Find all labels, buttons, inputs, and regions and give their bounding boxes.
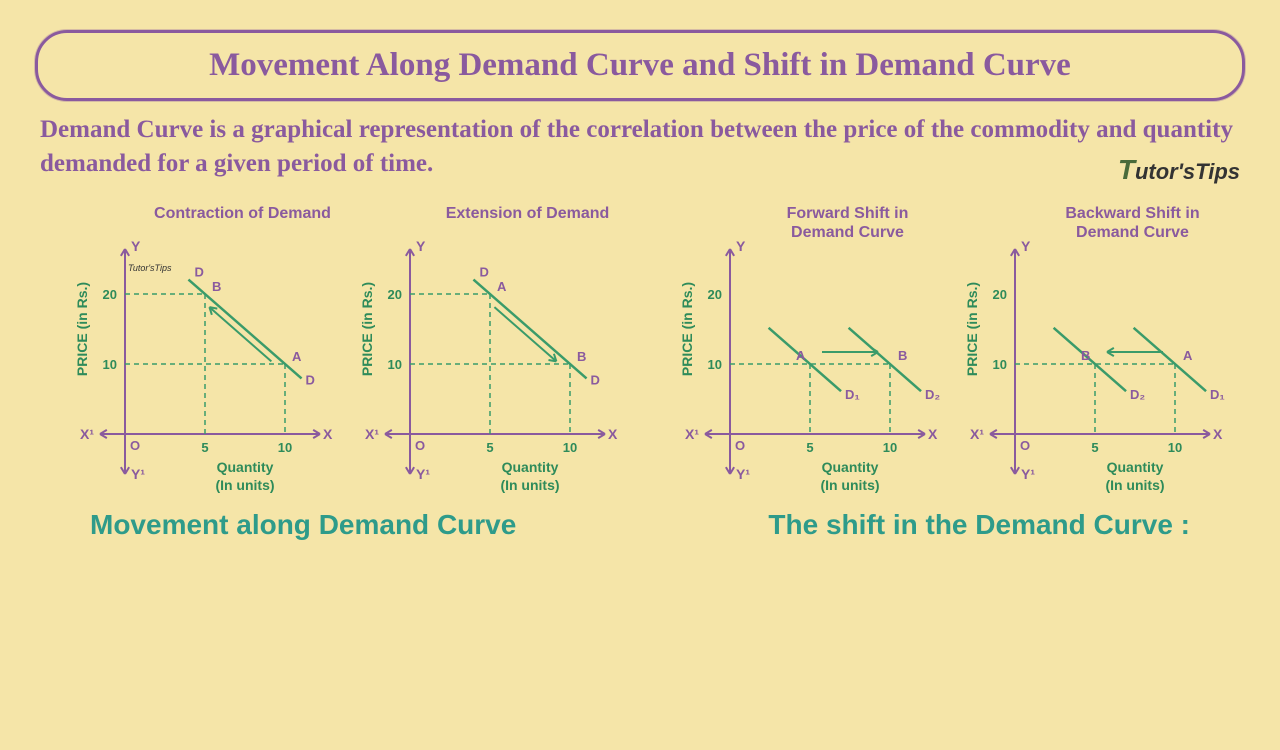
svg-text:10: 10 (563, 440, 577, 455)
svg-text:O: O (130, 438, 140, 453)
svg-text:5: 5 (1091, 440, 1098, 455)
svg-text:10: 10 (993, 357, 1007, 372)
svg-text:A: A (1183, 348, 1193, 363)
svg-text:5: 5 (201, 440, 208, 455)
svg-text:Quantity: Quantity (1107, 459, 1164, 475)
svg-text:10: 10 (708, 357, 722, 372)
svg-text:20: 20 (103, 287, 117, 302)
svg-text:X: X (1213, 426, 1223, 442)
svg-text:O: O (735, 438, 745, 453)
svg-text:20: 20 (993, 287, 1007, 302)
svg-text:(In units): (In units) (820, 477, 879, 493)
svg-text:D: D (591, 372, 600, 387)
svg-text:D: D (194, 264, 203, 279)
svg-text:10: 10 (278, 440, 292, 455)
svg-text:B: B (577, 349, 586, 364)
svg-text:(In units): (In units) (215, 477, 274, 493)
svg-text:Quantity: Quantity (217, 459, 274, 475)
page-title: Movement Along Demand Curve and Shift in… (58, 47, 1222, 84)
svg-text:O: O (415, 438, 425, 453)
svg-text:PRICE (in Rs.): PRICE (in Rs.) (359, 281, 375, 375)
svg-text:A: A (292, 349, 302, 364)
svg-text:10: 10 (103, 357, 117, 372)
svg-text:Quantity: Quantity (822, 459, 879, 475)
svg-text:X: X (928, 426, 938, 442)
svg-text:X: X (608, 426, 618, 442)
svg-text:5: 5 (806, 440, 813, 455)
svg-text:20: 20 (708, 287, 722, 302)
svg-text:Quantity: Quantity (502, 459, 559, 475)
svg-text:D₂: D₂ (925, 387, 940, 402)
svg-text:X¹: X¹ (685, 426, 699, 442)
svg-text:D: D (479, 264, 488, 279)
svg-text:Y: Y (736, 238, 746, 254)
brand-logo: Tutor'sTips (1118, 151, 1240, 189)
title-container: Movement Along Demand Curve and Shift in… (35, 30, 1245, 101)
subtitle-text: Demand Curve is a graphical representati… (40, 113, 1240, 181)
subtitle-content: Demand Curve is a graphical representati… (40, 116, 1233, 177)
chart-contraction: Contraction of DemandYY¹XX¹O1020510PRICE… (55, 209, 335, 519)
svg-text:(In units): (In units) (500, 477, 559, 493)
svg-text:X: X (323, 426, 333, 442)
svg-text:O: O (1020, 438, 1030, 453)
svg-text:X¹: X¹ (970, 426, 984, 442)
chart-forward-shift: Forward Shift in Demand CurveYY¹XX¹O1020… (660, 209, 940, 519)
charts-row: Contraction of DemandYY¹XX¹O1020510PRICE… (0, 189, 1280, 519)
svg-text:D₁: D₁ (845, 387, 860, 402)
shift-group: Forward Shift in Demand CurveYY¹XX¹O1020… (660, 209, 1225, 519)
svg-text:D₂: D₂ (1130, 387, 1145, 402)
svg-text:Y¹: Y¹ (736, 466, 750, 482)
svg-text:D₁: D₁ (1210, 387, 1225, 402)
svg-text:A: A (796, 348, 806, 363)
logo-rest: utor'sTips (1135, 159, 1240, 184)
svg-text:Y: Y (1021, 238, 1031, 254)
svg-text:Y: Y (416, 238, 426, 254)
svg-text:PRICE (in Rs.): PRICE (in Rs.) (964, 281, 980, 375)
chart-backward-shift: Backward Shift in Demand CurveYY¹XX¹O102… (945, 209, 1225, 519)
svg-text:B: B (1081, 348, 1090, 363)
svg-text:Y: Y (131, 238, 141, 254)
svg-text:10: 10 (883, 440, 897, 455)
svg-text:(In units): (In units) (1105, 477, 1164, 493)
svg-text:PRICE (in Rs.): PRICE (in Rs.) (74, 281, 90, 375)
svg-text:Y¹: Y¹ (1021, 466, 1035, 482)
svg-text:10: 10 (388, 357, 402, 372)
logo-t: T (1118, 154, 1135, 185)
svg-text:Y¹: Y¹ (416, 466, 430, 482)
svg-text:X¹: X¹ (365, 426, 379, 442)
svg-text:Y¹: Y¹ (131, 466, 145, 482)
svg-text:B: B (898, 348, 907, 363)
svg-text:D: D (306, 372, 315, 387)
svg-text:B: B (212, 279, 221, 294)
chart-extension: Extension of DemandYY¹XX¹O1020510PRICE (… (340, 209, 620, 519)
svg-text:20: 20 (388, 287, 402, 302)
svg-text:Tutor'sTips: Tutor'sTips (128, 263, 172, 273)
svg-text:10: 10 (1168, 440, 1182, 455)
svg-text:A: A (497, 279, 507, 294)
svg-text:PRICE (in Rs.): PRICE (in Rs.) (679, 281, 695, 375)
movement-group: Contraction of DemandYY¹XX¹O1020510PRICE… (55, 209, 620, 519)
svg-text:5: 5 (486, 440, 493, 455)
svg-text:X¹: X¹ (80, 426, 94, 442)
